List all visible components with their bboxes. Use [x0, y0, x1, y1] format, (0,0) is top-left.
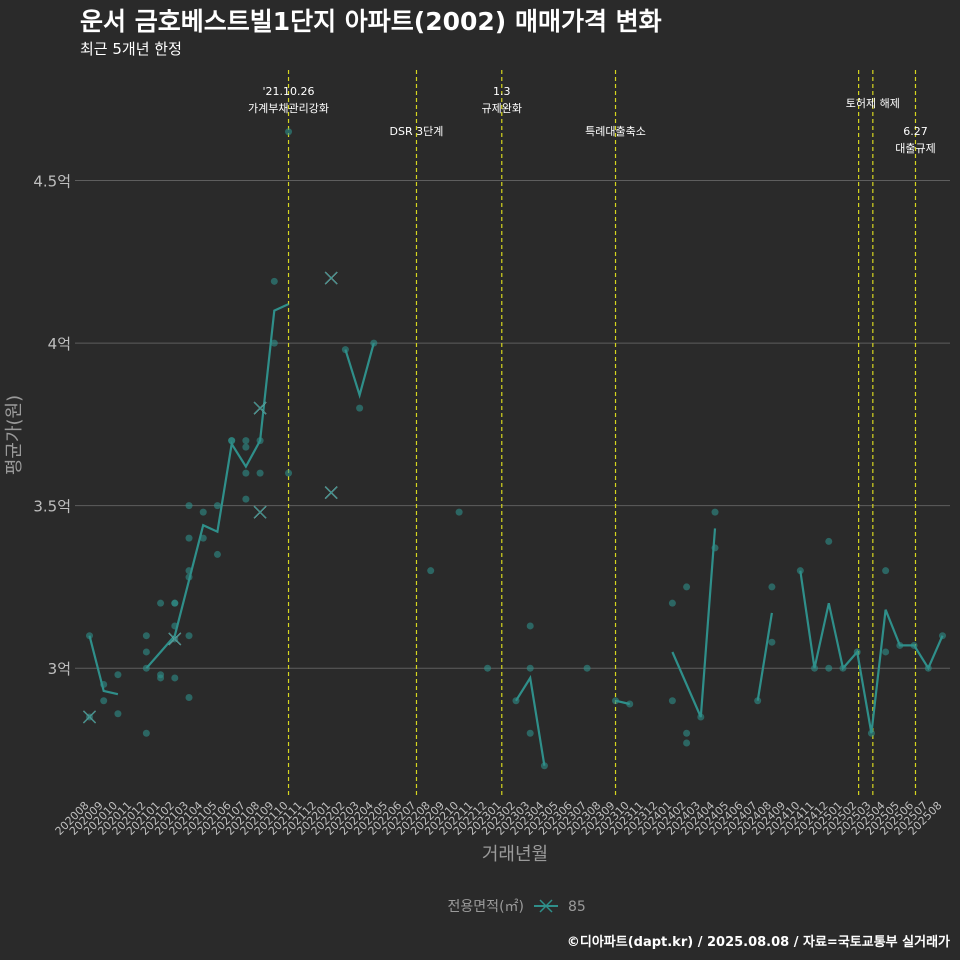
event-label: 토허제 해제: [846, 96, 900, 110]
data-point: [683, 583, 691, 591]
x-marker-overlay: [253, 401, 267, 415]
data-point: [86, 632, 93, 640]
event-label: 특례대출축소: [585, 125, 646, 138]
data-point: [285, 469, 293, 477]
event-label: '21.10.26: [263, 85, 315, 98]
data-point: [228, 437, 236, 445]
data-point: [683, 739, 691, 747]
data-point: [768, 638, 776, 646]
data-point: [754, 697, 762, 705]
data-point: [114, 671, 122, 679]
data-point: [796, 567, 804, 575]
data-point: [185, 502, 193, 510]
series-line: [88, 635, 119, 696]
data-point: [825, 537, 833, 545]
data-point: [427, 567, 435, 575]
data-point: [583, 664, 591, 672]
data-point: [171, 599, 179, 607]
y-axis-title: 평균가(원): [4, 395, 25, 475]
source-caption: ©디아파트(dapt.kr) / 2025.08.08 / 자료=국토교통부 실…: [566, 935, 950, 950]
y-tick-label: 3억: [48, 660, 71, 678]
data-point: [157, 674, 165, 682]
data-point: [526, 729, 534, 737]
data-point: [185, 632, 193, 640]
series-line: [756, 612, 773, 701]
event-label: 1.3: [493, 85, 511, 98]
event-label: DSR 3단계: [390, 125, 444, 138]
data-point: [256, 469, 264, 477]
data-point: [882, 567, 890, 575]
data-point: [242, 443, 250, 451]
x-marker-overlay: [324, 271, 338, 285]
data-point: [882, 648, 890, 656]
series-line: [615, 699, 630, 706]
data-point: [768, 583, 776, 591]
data-point: [341, 346, 349, 354]
data-point: [626, 700, 634, 708]
x-marker-overlay: [83, 710, 96, 724]
series-line: [671, 528, 717, 718]
data-point: [185, 534, 193, 542]
data-point: [270, 339, 278, 347]
event-label: 가계부채관리강화: [248, 102, 329, 115]
data-point: [142, 632, 150, 640]
data-point: [199, 534, 207, 542]
data-point: [370, 339, 378, 347]
data-point: [825, 664, 833, 672]
data-point: [270, 277, 278, 285]
chart-title: 운서 금호베스트빌1단지 아파트(2002) 매매가격 변화: [80, 7, 662, 36]
series-layer: [83, 128, 946, 770]
y-tick-label: 4억: [48, 335, 71, 353]
y-tick-label: 4.5억: [33, 173, 71, 191]
data-point: [142, 729, 150, 737]
data-point: [455, 508, 463, 516]
chart-subtitle: 최근 5개년 한정: [80, 40, 182, 58]
data-point: [668, 599, 676, 607]
axis-layer: 3억3.5억4억4.5억2020082020092020102020112020…: [33, 173, 944, 838]
legend-x-key: [539, 899, 553, 913]
data-point: [199, 508, 207, 516]
series-line: [799, 570, 944, 734]
data-point: [711, 508, 719, 516]
series-line: [515, 674, 546, 766]
data-point: [157, 599, 165, 607]
x-marker-overlay: [324, 486, 338, 499]
data-point: [540, 762, 548, 770]
data-point: [213, 502, 221, 510]
event-label: 규제완화: [482, 102, 522, 115]
data-point: [213, 550, 221, 558]
data-point: [185, 693, 193, 701]
legend-title: 전용면적(㎡): [448, 899, 524, 915]
data-point: [171, 674, 179, 682]
data-point: [484, 664, 492, 672]
legend-label: 85: [568, 899, 586, 915]
series-line: [344, 342, 375, 400]
data-point: [114, 710, 122, 718]
data-point: [242, 437, 250, 445]
y-tick-label: 3.5억: [33, 498, 71, 516]
data-point: [683, 729, 691, 737]
data-point: [668, 697, 676, 705]
data-point: [526, 622, 534, 630]
x-marker-overlay: [253, 505, 267, 519]
event-label: 6.27: [903, 125, 928, 138]
legend[interactable]: 전용면적(㎡) 85: [448, 899, 586, 915]
event-label: 대출규제: [895, 142, 935, 155]
x-axis-title: 거래년월: [482, 844, 548, 865]
data-point: [285, 128, 293, 136]
data-point: [242, 469, 250, 477]
data-point: [100, 697, 108, 705]
grid-layer: [75, 180, 950, 669]
data-point: [526, 664, 534, 672]
x-marker-overlay: [168, 632, 182, 646]
data-point: [142, 648, 150, 656]
data-point: [242, 495, 250, 503]
data-point: [356, 404, 364, 412]
series-line: [145, 303, 289, 669]
